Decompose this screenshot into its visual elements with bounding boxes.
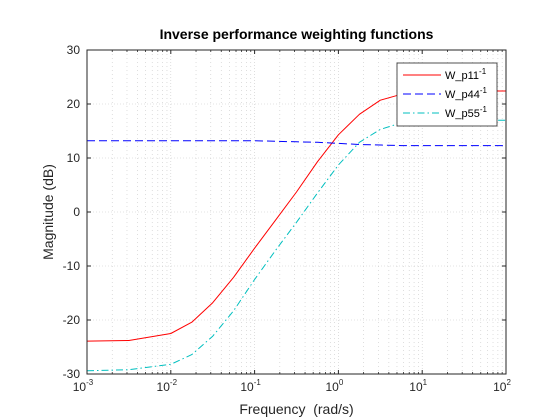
x-tick-label: 100 (325, 378, 343, 394)
y-tick-label: 20 (67, 97, 81, 111)
series-line-w-p55 (86, 119, 506, 372)
x-tick-label: 10-2 (157, 378, 178, 394)
x-tick-label: 10-3 (73, 378, 94, 394)
legend-label: W_p44-1 (445, 86, 488, 101)
y-tick-label: -30 (63, 367, 81, 381)
series-lines (86, 90, 506, 372)
y-axis-title: Magnitude (dB) (40, 164, 56, 260)
legend-label: W_p11-1 (445, 67, 487, 82)
y-tick-label: -20 (63, 313, 81, 327)
x-tick-label: 101 (409, 378, 427, 394)
y-tick-label: -10 (63, 259, 81, 273)
y-tick-label: 30 (67, 43, 81, 57)
series-line-w-p11 (86, 90, 506, 342)
y-tick-label: 10 (67, 151, 81, 165)
legend-box (396, 62, 498, 127)
chart-title: Inverse performance weighting functions (160, 26, 434, 42)
x-axis-title: Frequency (rad/s) (239, 401, 353, 417)
x-tick-label: 10-1 (240, 378, 261, 394)
legend-label: W_p55-1 (445, 105, 488, 120)
y-tick-label: 0 (73, 205, 80, 219)
x-tick-label: 102 (493, 378, 511, 394)
legend: W_p11-1 W_p44-1 W_p55-1 (396, 62, 498, 127)
series-line-w-p44 (87, 140, 506, 147)
